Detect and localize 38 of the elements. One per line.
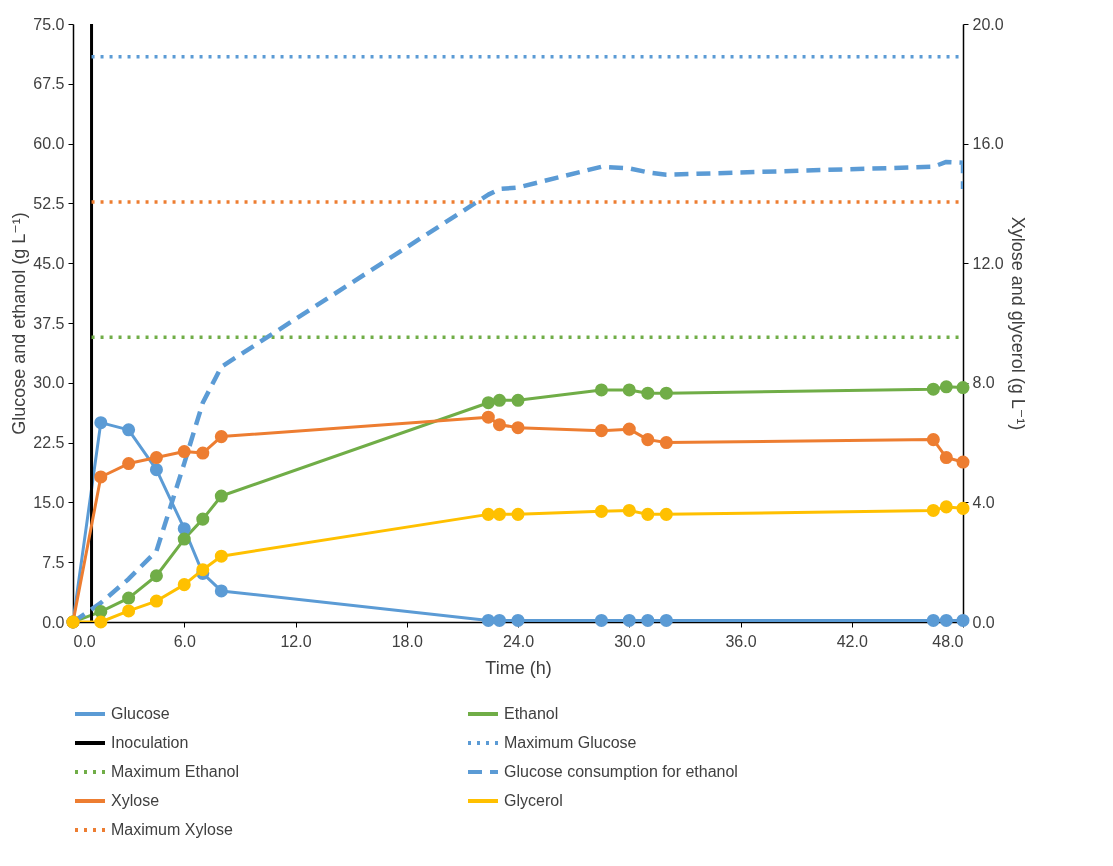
y-tick-label: 15.0 bbox=[33, 493, 65, 511]
y2-tick-label: 4.0 bbox=[972, 493, 995, 511]
y-tick-label: 67.5 bbox=[33, 75, 65, 93]
legend-label: Glucose consumption for ethanol bbox=[504, 763, 738, 780]
legend-label: Glycerol bbox=[504, 792, 563, 809]
y-tick-label: 52.5 bbox=[33, 194, 65, 212]
legend-label: Glucose bbox=[111, 705, 170, 722]
x-tick-label: 6.0 bbox=[173, 632, 196, 650]
y2-tick-label: 0.0 bbox=[972, 613, 995, 631]
y-tick-label: 22.5 bbox=[33, 434, 65, 452]
x-tick-label: 42.0 bbox=[836, 632, 868, 650]
legend-label: Maximum Xylose bbox=[111, 821, 233, 838]
x-axis-title: Time (h) bbox=[485, 657, 552, 678]
x-tick-label: 18.0 bbox=[391, 632, 423, 650]
y2-axis-title: Xylose and glycerol (g L⁻¹) bbox=[1007, 216, 1028, 431]
y-tick-label: 37.5 bbox=[33, 314, 65, 332]
y2-tick-label: 16.0 bbox=[972, 135, 1004, 153]
legend-label: Maximum Glucose bbox=[504, 734, 637, 751]
legend-label: Inoculation bbox=[111, 734, 189, 751]
legend-label: Ethanol bbox=[504, 705, 559, 722]
y-tick-label: 0.0 bbox=[42, 613, 65, 631]
x-tick-label: 24.0 bbox=[502, 632, 535, 650]
x-tick-label: 36.0 bbox=[725, 632, 757, 650]
y-tick-label: 75.0 bbox=[33, 15, 65, 33]
legend-label: Xylose bbox=[111, 792, 160, 809]
y-tick-label: 60.0 bbox=[33, 135, 65, 153]
y2-tick-label: 12.0 bbox=[972, 254, 1004, 272]
x-tick-label: 0.0 bbox=[73, 632, 96, 650]
y2-tick-label: 8.0 bbox=[972, 374, 995, 392]
y-tick-label: 45.0 bbox=[33, 254, 65, 272]
y-tick-label: 30.0 bbox=[33, 374, 65, 392]
y2-tick-label: 20.0 bbox=[972, 15, 1004, 33]
x-tick-label: 30.0 bbox=[614, 632, 646, 650]
y-tick-label: 7.5 bbox=[42, 553, 65, 571]
y-axis-title: Glucose and ethanol (g L⁻¹) bbox=[9, 212, 30, 435]
x-tick-label: 12.0 bbox=[280, 632, 312, 650]
legend-label: Maximum Ethanol bbox=[111, 763, 240, 780]
x-tick-label: 48.0 bbox=[932, 632, 964, 650]
